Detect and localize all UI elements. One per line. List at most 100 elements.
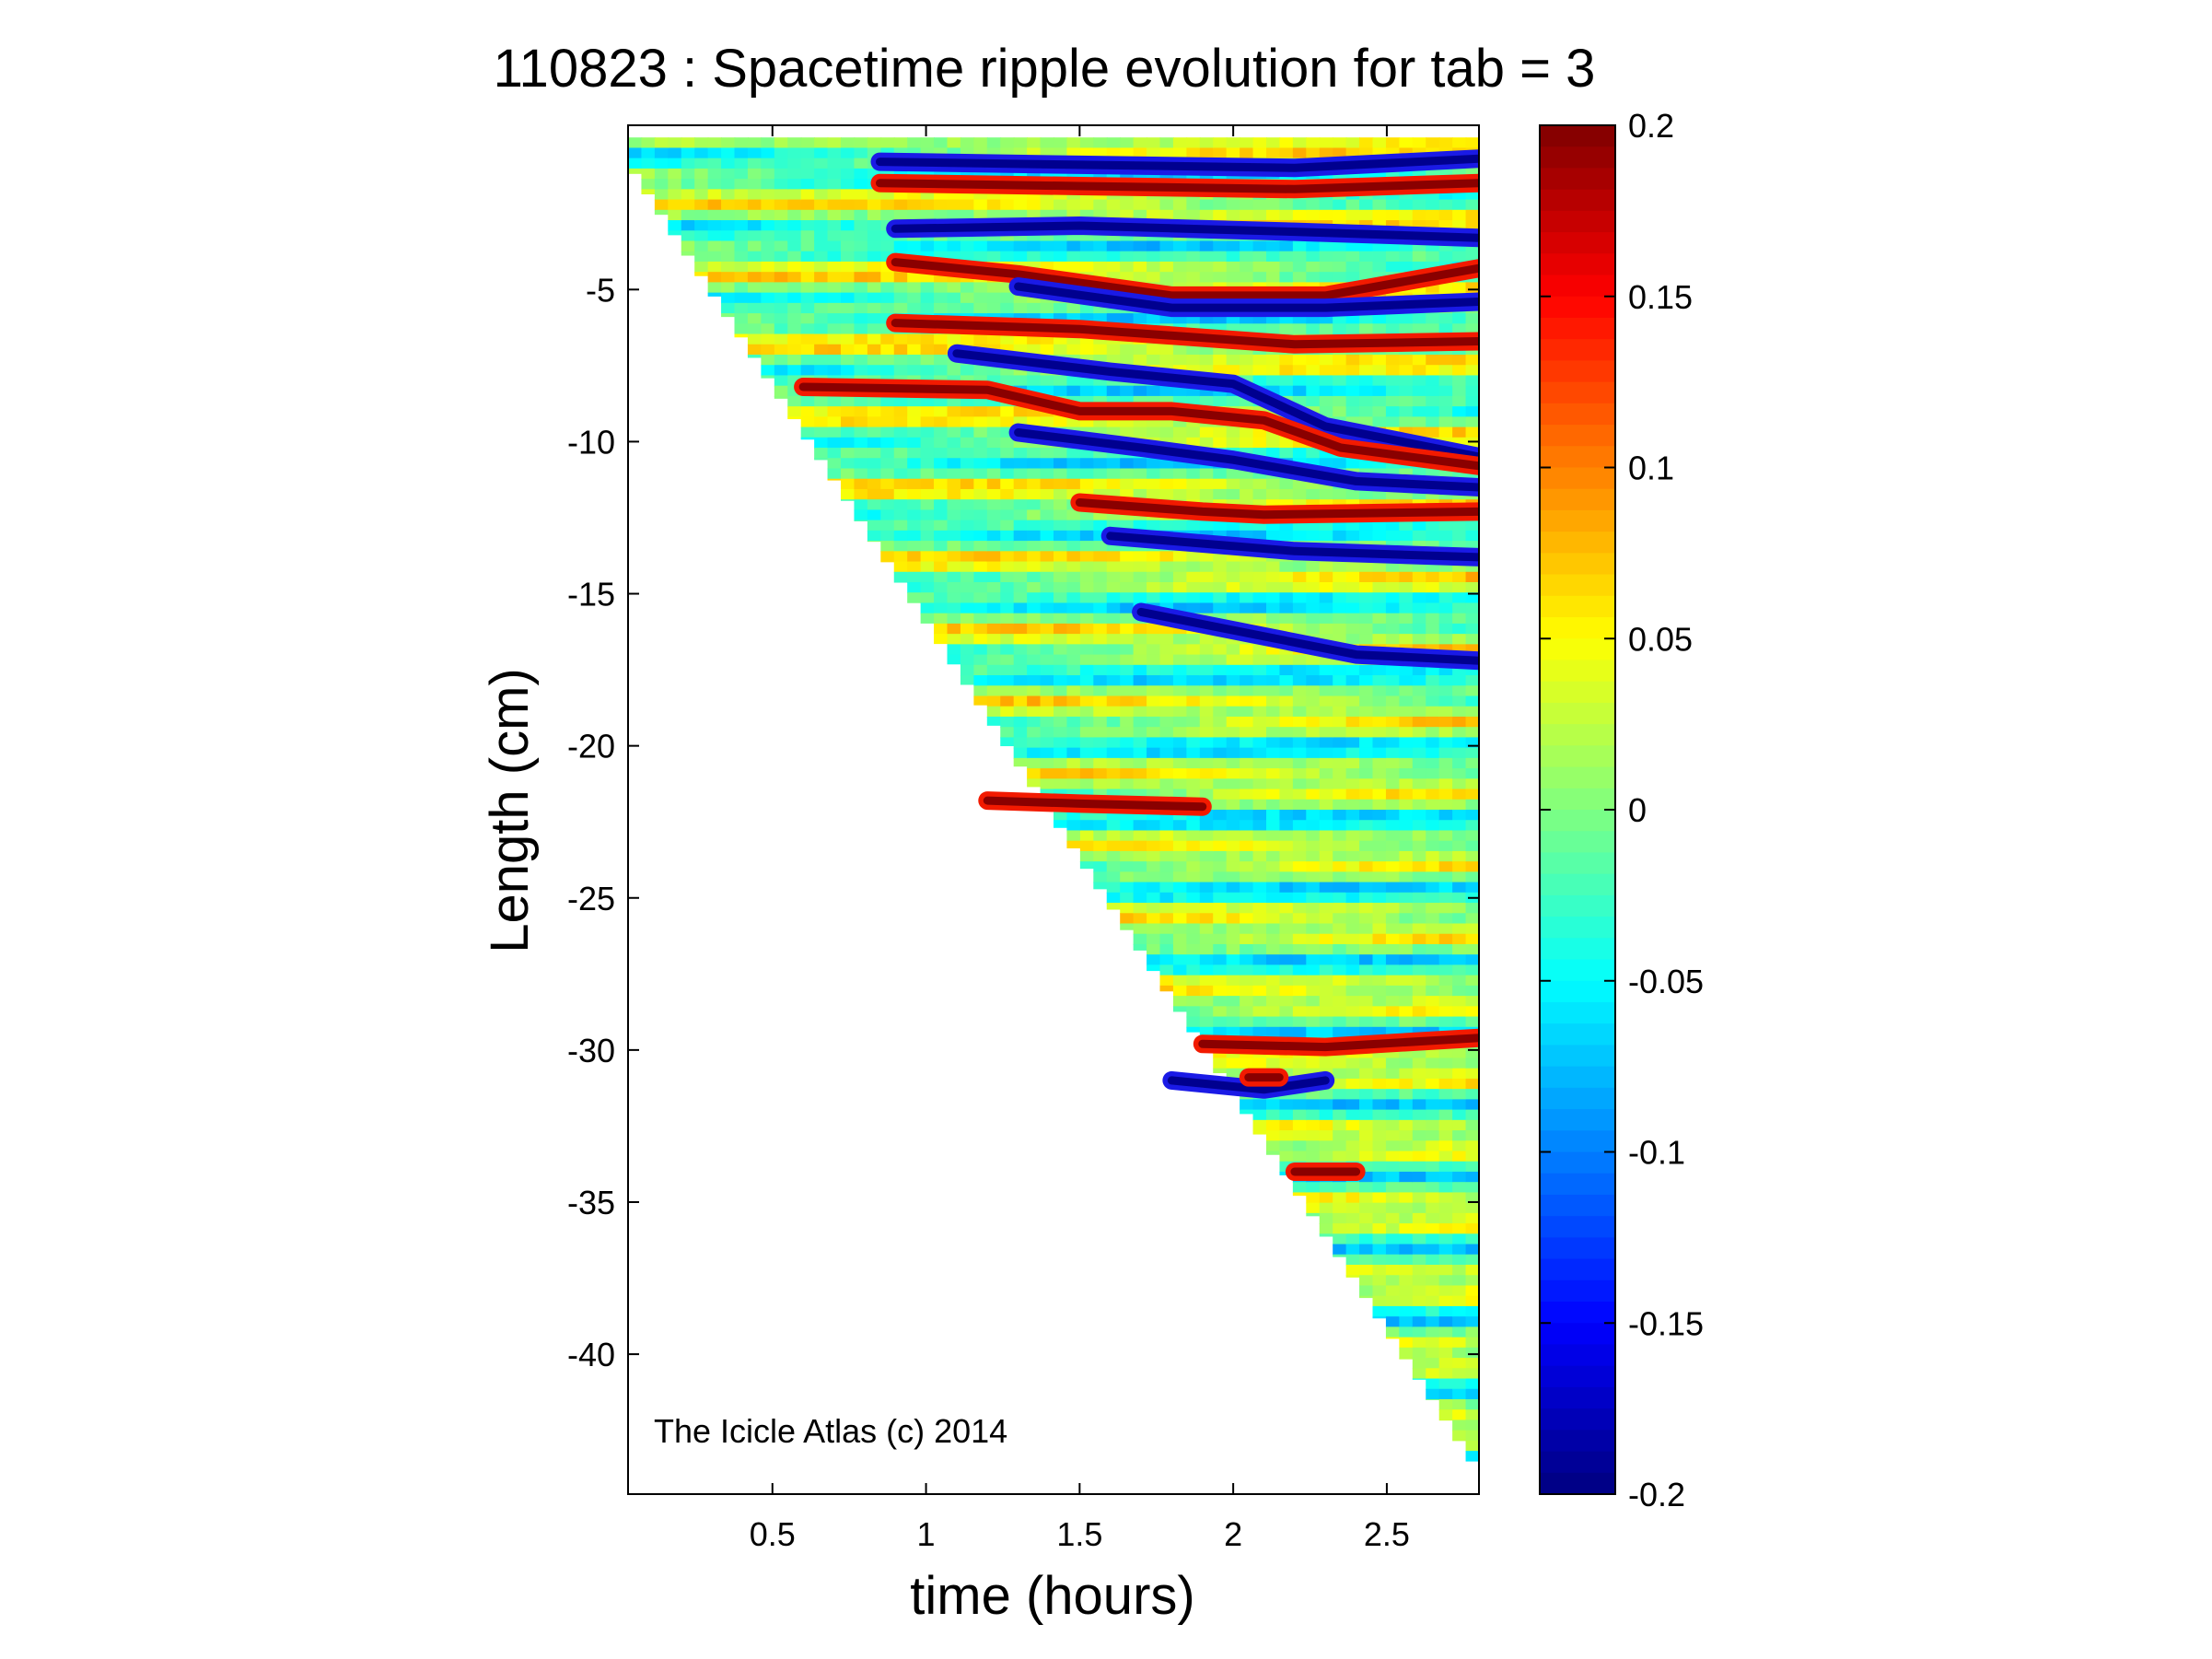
heatmap-cell: [1399, 871, 1414, 883]
heatmap-cell: [1240, 654, 1254, 666]
heatmap-cell: [1133, 634, 1147, 646]
heatmap-cell: [734, 158, 749, 169]
heatmap-cell: [1240, 903, 1254, 915]
heatmap-cell: [1292, 840, 1308, 852]
heatmap-cell: [1186, 850, 1201, 863]
heatmap-cell: [1452, 882, 1467, 894]
heatmap-cell: [1359, 458, 1374, 470]
heatmap-cell: [1385, 737, 1401, 749]
heatmap-cell: [854, 158, 868, 169]
heatmap-cell: [1000, 737, 1015, 747]
heatmap-cell: [1266, 592, 1281, 604]
heatmap-cell: [1359, 1212, 1374, 1224]
heatmap-cell: [1426, 996, 1440, 1008]
heatmap-cell: [960, 613, 975, 625]
heatmap-cell: [707, 220, 722, 232]
heatmap-cell: [761, 375, 775, 379]
heatmap-cell: [1213, 903, 1228, 915]
heatmap-cell: [867, 437, 882, 449]
heatmap-cell: [827, 458, 842, 470]
colorbar-band: [1540, 873, 1615, 896]
heatmap-cell: [1226, 747, 1241, 759]
heatmap-cell: [907, 592, 922, 603]
heatmap-cell: [1345, 757, 1360, 769]
heatmap-cell: [1147, 592, 1161, 604]
heatmap-cell: [1027, 581, 1042, 594]
heatmap-cell: [1333, 1006, 1347, 1018]
heatmap-cell: [1426, 1151, 1440, 1162]
heatmap-cell: [920, 541, 935, 553]
heatmap-cell: [1438, 799, 1454, 811]
heatmap-cell: [1240, 913, 1254, 925]
heatmap-cell: [734, 323, 749, 335]
heatmap-cell: [1079, 520, 1095, 532]
heatmap-cell: [1186, 830, 1201, 842]
heatmap-cell: [1359, 530, 1374, 542]
heatmap-cell: [1199, 943, 1215, 956]
heatmap-cell: [1213, 964, 1228, 976]
heatmap-cell: [1426, 799, 1440, 811]
heatmap-cell: [1027, 199, 1042, 211]
heatmap-cell: [641, 158, 656, 169]
heatmap-cell: [1213, 354, 1228, 367]
heatmap-cell: [1213, 727, 1228, 739]
heatmap-cell: [1252, 581, 1267, 594]
heatmap-cell: [787, 302, 802, 314]
heatmap-cell: [1412, 1171, 1427, 1184]
heatmap-cell: [867, 395, 882, 408]
heatmap-cell: [934, 488, 949, 501]
heatmap-cell: [1292, 1182, 1308, 1194]
heatmap-cell: [1079, 685, 1095, 697]
heatmap-cell: [1412, 375, 1427, 387]
heatmap-cell: [1266, 365, 1281, 377]
heatmap-cell: [1399, 985, 1414, 997]
heatmap-cell: [1054, 644, 1068, 656]
heatmap-cell: [1213, 468, 1228, 480]
heatmap-cell: [1199, 147, 1215, 159]
heatmap-cell: [1399, 675, 1414, 687]
heatmap-cell: [1319, 602, 1334, 614]
heatmap-cell: [1252, 478, 1267, 490]
heatmap-cell: [1438, 1265, 1454, 1277]
heatmap-cell: [1040, 581, 1054, 594]
heatmap-cell: [1213, 1006, 1228, 1018]
y-tick-label: -5: [586, 271, 615, 309]
heatmap-cell: [1333, 520, 1347, 532]
heatmap-cell: [1319, 240, 1334, 252]
heatmap-cell: [1438, 1151, 1454, 1162]
heatmap-cell: [1013, 757, 1029, 767]
heatmap-cell: [1385, 768, 1401, 780]
heatmap-cell: [1172, 861, 1188, 873]
heatmap-cell: [1452, 892, 1467, 904]
heatmap-cell: [1359, 943, 1374, 956]
heatmap-cell: [1266, 923, 1281, 935]
heatmap-cell: [1054, 137, 1068, 149]
heatmap-cell: [1306, 757, 1321, 769]
heatmap-cell: [1438, 1140, 1454, 1152]
heatmap-cell: [1013, 499, 1029, 511]
heatmap-cell: [1345, 727, 1360, 739]
heatmap-cell: [1465, 913, 1479, 925]
heatmap-cell: [1465, 1099, 1479, 1111]
heatmap-cell: [1452, 1347, 1467, 1359]
colorbar: 0.20.150.10.050-0.05-0.1-0.15-0.2: [1539, 107, 1704, 1513]
heatmap-cell: [1345, 395, 1360, 408]
heatmap-cell: [1465, 1171, 1479, 1184]
heatmap-cell: [1306, 385, 1321, 397]
heatmap-cell: [1027, 541, 1042, 553]
heatmap-cell: [1054, 581, 1068, 594]
heatmap-cell: [1040, 509, 1054, 521]
heatmap-cell: [1266, 882, 1281, 894]
heatmap-cell: [1147, 634, 1161, 646]
heatmap-cell: [1452, 406, 1467, 418]
heatmap-cell: [1266, 375, 1281, 387]
heatmap-cell: [1412, 882, 1427, 894]
heatmap-cell: [1120, 458, 1135, 470]
heatmap-cell: [1266, 448, 1281, 460]
heatmap-cell: [907, 282, 922, 294]
ripple-crest-core: [876, 179, 1479, 193]
heatmap-cell: [1359, 737, 1374, 749]
heatmap-cell: [1306, 395, 1321, 408]
heatmap-cell: [1372, 251, 1387, 263]
heatmap-cell: [920, 365, 935, 377]
